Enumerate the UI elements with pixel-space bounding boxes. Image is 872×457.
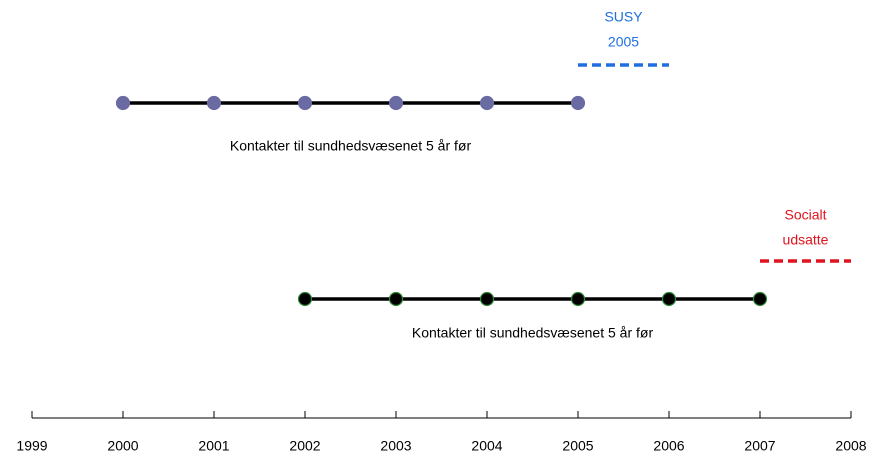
year-dot bbox=[570, 291, 586, 307]
tick-label: 2003 bbox=[380, 438, 411, 454]
tick-label: 1999 bbox=[16, 438, 47, 454]
cohort-label: SUSY bbox=[604, 9, 643, 25]
year-dot bbox=[297, 291, 313, 307]
tick-label: 2000 bbox=[107, 438, 138, 454]
timeline-label: Kontakter til sundhedsvæsenet 5 år før bbox=[230, 138, 472, 154]
tick-label: 2006 bbox=[653, 438, 684, 454]
tick-label: 2004 bbox=[471, 438, 502, 454]
year-dot bbox=[570, 95, 586, 111]
year-dot bbox=[388, 291, 404, 307]
timeline-label: Kontakter til sundhedsvæsenet 5 år før bbox=[412, 325, 654, 341]
cohort-label: 2005 bbox=[608, 34, 639, 50]
year-dot bbox=[388, 95, 404, 111]
tick-label: 2007 bbox=[744, 438, 775, 454]
year-dot bbox=[115, 95, 131, 111]
year-dot bbox=[297, 95, 313, 111]
tick-label: 2008 bbox=[835, 438, 866, 454]
cohort-label: Socialt bbox=[784, 207, 826, 223]
year-dot bbox=[479, 95, 495, 111]
tick-label: 2002 bbox=[289, 438, 320, 454]
tick-label: 2005 bbox=[562, 438, 593, 454]
year-dot bbox=[752, 291, 768, 307]
year-dot bbox=[479, 291, 495, 307]
tick-label: 2001 bbox=[198, 438, 229, 454]
year-dot bbox=[206, 95, 222, 111]
cohort-label: udsatte bbox=[783, 232, 829, 248]
year-dot bbox=[661, 291, 677, 307]
